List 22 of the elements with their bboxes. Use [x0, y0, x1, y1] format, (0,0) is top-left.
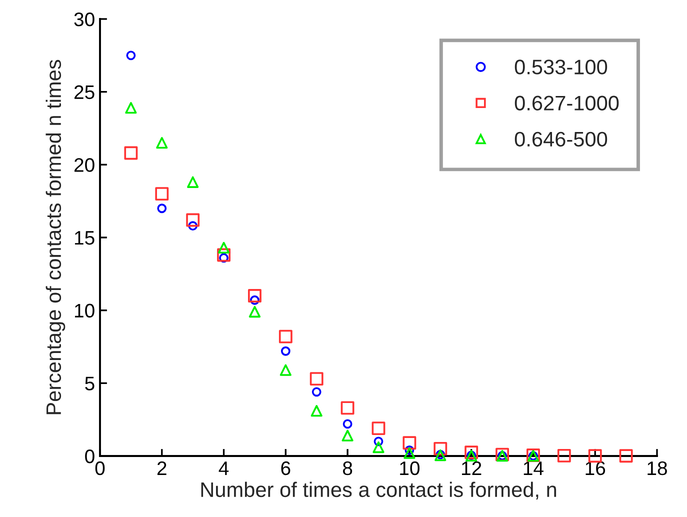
x-tick-label: 10 — [400, 461, 420, 476]
x-tick-label: 0 — [95, 461, 105, 476]
x-tick-label: 18 — [648, 461, 667, 476]
x-tick-label: 6 — [281, 461, 290, 476]
y-tick-label: 0 — [85, 449, 94, 464]
y-tick-label: 5 — [85, 376, 94, 390]
x-tick-label: 2 — [157, 461, 166, 475]
x-tick-label: 8 — [342, 461, 352, 476]
x-tick-label: 12 — [462, 461, 482, 475]
y-tick-label: 30 — [74, 12, 94, 26]
legend-label: 0.533-100 — [514, 60, 608, 74]
x-tick-label: 16 — [586, 461, 606, 476]
y-tick-label: 15 — [74, 231, 94, 245]
y-tick-label: 20 — [74, 158, 94, 172]
y-tick-label: 25 — [74, 85, 94, 100]
y-tick-label: 10 — [74, 304, 94, 318]
y-axis-title: Percentage of contacts formed n times — [46, 60, 66, 414]
legend-label: 0.627-1000 — [514, 96, 619, 110]
x-axis-title: Number of times a contact is formed, n — [201, 482, 556, 500]
x-tick-label: 14 — [524, 462, 544, 475]
x-tick-label: 4 — [218, 462, 229, 475]
legend-label: 0.646-500 — [514, 132, 608, 147]
